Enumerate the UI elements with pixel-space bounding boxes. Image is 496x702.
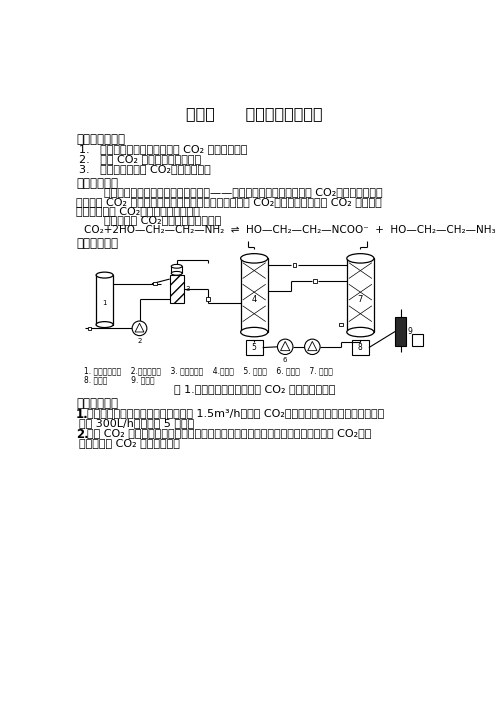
- Text: 乙醇胺吸收 CO₂的反应方程式如下：: 乙醇胺吸收 CO₂的反应方程式如下：: [76, 215, 221, 225]
- Text: 2: 2: [137, 338, 142, 343]
- Text: 稳定后记录 CO₂ 的初始含量。: 稳定后记录 CO₂ 的初始含量。: [79, 437, 180, 448]
- Bar: [246, 340, 263, 355]
- Text: 2.   了解 CO₂ 分析仪的使用方法；: 2. 了解 CO₂ 分析仪的使用方法；: [79, 154, 201, 164]
- Bar: [170, 275, 184, 303]
- Ellipse shape: [241, 327, 268, 337]
- Text: 1: 1: [102, 300, 107, 306]
- Text: 6: 6: [283, 357, 288, 363]
- Bar: [171, 266, 182, 273]
- Ellipse shape: [241, 253, 268, 263]
- Text: 8: 8: [358, 343, 363, 352]
- Ellipse shape: [96, 322, 113, 328]
- Polygon shape: [308, 341, 317, 351]
- Text: 5: 5: [252, 343, 256, 352]
- Text: 三、实验装置: 三、实验装置: [76, 237, 118, 251]
- Text: 打开 CO₂ 分析仪，自检完毕后，将吸收塔出口连接到分析仪上，待烟气分析仪上 CO₂读数: 打开 CO₂ 分析仪，自检完毕后，将吸收塔出口连接到分析仪上，待烟气分析仪上 C…: [87, 428, 371, 439]
- Ellipse shape: [96, 272, 113, 278]
- Text: 本实验利用具有弱碱性的有机化合物——乙醇胺的水溶液吸收烟气中 CO₂。该方法是吸收: 本实验利用具有弱碱性的有机化合物——乙醇胺的水溶液吸收烟气中 CO₂。该方法是吸…: [76, 187, 382, 197]
- Bar: [293, 263, 297, 267]
- Ellipse shape: [347, 327, 374, 337]
- Bar: [88, 327, 91, 330]
- Bar: [395, 317, 406, 346]
- Text: 1.: 1.: [76, 409, 89, 421]
- Text: 二、实验原理: 二、实验原理: [76, 177, 118, 190]
- Text: 3: 3: [185, 286, 190, 292]
- Text: 一、实验目的：: 一、实验目的：: [76, 133, 125, 146]
- Text: 打开空气泵，调节气体流量（最大为 1.5m³/h）；将 CO₂钢瓶打开，同时调节气体流量（最: 打开空气泵，调节气体流量（最大为 1.5m³/h）；将 CO₂钢瓶打开，同时调节…: [87, 409, 384, 418]
- Text: 1.   掌握有机胺吸收分离烟气中 CO₂ 的工艺方法；: 1. 掌握有机胺吸收分离烟气中 CO₂ 的工艺方法；: [79, 145, 248, 154]
- Bar: [339, 322, 343, 326]
- Circle shape: [277, 339, 293, 355]
- Bar: [241, 258, 268, 332]
- Text: 2.: 2.: [76, 428, 89, 442]
- Bar: [347, 258, 374, 332]
- Text: 7: 7: [358, 295, 363, 304]
- Circle shape: [132, 321, 147, 336]
- Text: 9: 9: [408, 327, 413, 336]
- Text: 1. 二氧化碳钢瓶    2.空气压缩机    3. 气体混合罐    4.吸收塔    5. 富液罐    6. 循液泵    7. 再生塔: 1. 二氧化碳钢瓶 2.空气压缩机 3. 气体混合罐 4.吸收塔 5. 富液罐 …: [84, 367, 333, 376]
- Text: 实验十      二氧化碳吸收实验: 实验十 二氧化碳吸收实验: [186, 106, 322, 121]
- Bar: [206, 297, 210, 301]
- Bar: [96, 275, 113, 324]
- Ellipse shape: [171, 265, 182, 268]
- Text: 烟道气中 CO₂ 的一种方法。乙醇胺溶液能吸收酸性气体 CO₂，并且吸收后的富 CO₂ 溶液经加: 烟道气中 CO₂ 的一种方法。乙醇胺溶液能吸收酸性气体 CO₂，并且吸收后的富 …: [76, 197, 382, 206]
- Bar: [312, 279, 316, 282]
- Text: 4: 4: [251, 295, 257, 304]
- Text: 图 1.乙醇胺溶液吸收及解吸 CO₂ 实验装置示意图: 图 1.乙醇胺溶液吸收及解吸 CO₂ 实验装置示意图: [174, 384, 335, 394]
- Text: 3.   掌握工艺条件对 CO₂吸收的影响。: 3. 掌握工艺条件对 CO₂吸收的影响。: [79, 164, 211, 174]
- Ellipse shape: [171, 272, 182, 275]
- Ellipse shape: [347, 253, 374, 263]
- Bar: [352, 340, 369, 355]
- Bar: [153, 282, 157, 285]
- Polygon shape: [135, 323, 144, 332]
- Text: 热可以释放出 CO₂实现吸收剂的再生。: 热可以释放出 CO₂实现吸收剂的再生。: [76, 206, 200, 216]
- Polygon shape: [281, 341, 290, 351]
- Text: 8. 贫液罐          9. 分液器: 8. 贫液罐 9. 分液器: [84, 376, 154, 384]
- Circle shape: [305, 339, 320, 355]
- Text: 大为 300L/h），稳定 5 分钟。: 大为 300L/h），稳定 5 分钟。: [79, 418, 194, 428]
- Bar: [412, 333, 423, 346]
- Text: CO₂+2HO—CH₂—CH₂—NH₂  ⇌  HO—CH₂—CH₂—NCOO⁻  +  HO—CH₂—CH₂—NH₃⁺: CO₂+2HO—CH₂—CH₂—NH₂ ⇌ HO—CH₂—CH₂—NCOO⁻ +…: [84, 225, 496, 235]
- Text: 四、实验步骤: 四、实验步骤: [76, 397, 118, 410]
